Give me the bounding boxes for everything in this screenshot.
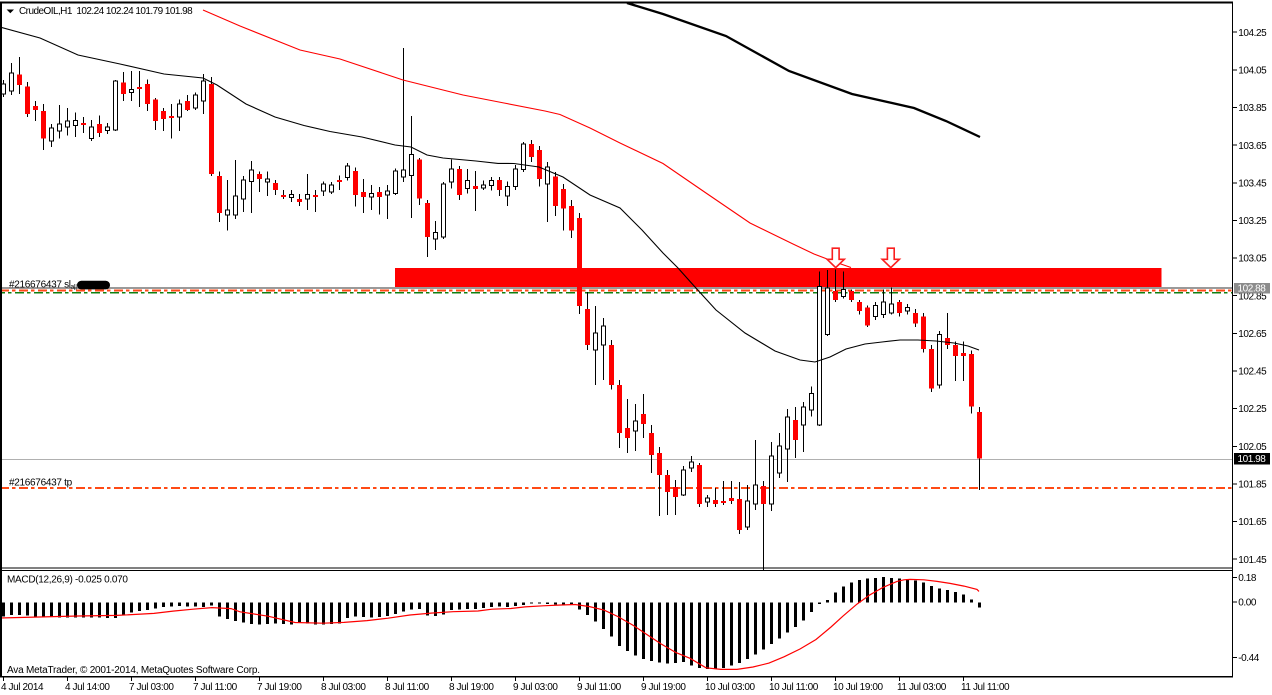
svg-text:7 Jul 03:00: 7 Jul 03:00: [129, 682, 174, 693]
svg-text:11 Jul 11:00: 11 Jul 11:00: [961, 682, 1010, 693]
svg-text:101.45: 101.45: [1238, 555, 1267, 566]
svg-text:4 Jul 2014: 4 Jul 2014: [1, 682, 44, 693]
svg-text:102.85: 102.85: [1238, 291, 1267, 302]
svg-text:102.05: 102.05: [1238, 442, 1267, 453]
svg-text:CrudeOIL,H1 102.24 102.24 101: CrudeOIL,H1 102.24 102.24 101.79 101.98: [19, 6, 193, 17]
svg-text:8 Jul 11:00: 8 Jul 11:00: [385, 682, 430, 693]
svg-text:101.65: 101.65: [1238, 517, 1267, 528]
svg-text:7 Jul 19:00: 7 Jul 19:00: [257, 682, 302, 693]
svg-text:0.00: 0.00: [1238, 598, 1257, 609]
svg-text:10 Jul 11:00: 10 Jul 11:00: [769, 682, 819, 693]
svg-text:103.25: 103.25: [1238, 216, 1267, 227]
svg-text:-0.44: -0.44: [1238, 653, 1259, 664]
svg-text:7 Jul 11:00: 7 Jul 11:00: [193, 682, 238, 693]
svg-text:MACD(12,26,9) -0.025 0.070: MACD(12,26,9) -0.025 0.070: [7, 575, 128, 586]
svg-text:9 Jul 11:00: 9 Jul 11:00: [577, 682, 622, 693]
svg-text:9 Jul 03:00: 9 Jul 03:00: [513, 682, 558, 693]
svg-text:103.05: 103.05: [1238, 254, 1267, 265]
svg-text:101.98: 101.98: [1238, 454, 1267, 465]
svg-text:a||: a||: [71, 283, 78, 290]
svg-text:101.85: 101.85: [1238, 480, 1267, 491]
svg-text:103.85: 103.85: [1238, 103, 1267, 114]
svg-text:102.45: 102.45: [1238, 367, 1267, 378]
svg-text:10 Jul 03:00: 10 Jul 03:00: [705, 682, 756, 693]
svg-text:104.25: 104.25: [1238, 28, 1267, 39]
svg-text:Ava MetaTrader, © 2001-2014, M: Ava MetaTrader, © 2001-2014, MetaQuotes …: [7, 665, 260, 676]
svg-text:#216676437 tp: #216676437 tp: [9, 478, 73, 489]
svg-text:104.05: 104.05: [1238, 66, 1267, 77]
svg-text:11 Jul 03:00: 11 Jul 03:00: [897, 682, 947, 693]
svg-text:8 Jul 19:00: 8 Jul 19:00: [449, 682, 494, 693]
svg-text:0.18: 0.18: [1238, 573, 1257, 584]
svg-text:10 Jul 19:00: 10 Jul 19:00: [833, 682, 884, 693]
svg-text:102.65: 102.65: [1238, 329, 1267, 340]
svg-text:102.88: 102.88: [1238, 283, 1267, 294]
svg-text:4 Jul 14:00: 4 Jul 14:00: [65, 682, 110, 693]
svg-text:9 Jul 19:00: 9 Jul 19:00: [641, 682, 686, 693]
svg-text:103.45: 103.45: [1238, 178, 1267, 189]
svg-text:#216676437 sl: #216676437 sl: [9, 280, 71, 291]
svg-text:8 Jul 03:00: 8 Jul 03:00: [321, 682, 366, 693]
svg-text:103.65: 103.65: [1238, 141, 1267, 152]
svg-text:102.25: 102.25: [1238, 404, 1267, 415]
